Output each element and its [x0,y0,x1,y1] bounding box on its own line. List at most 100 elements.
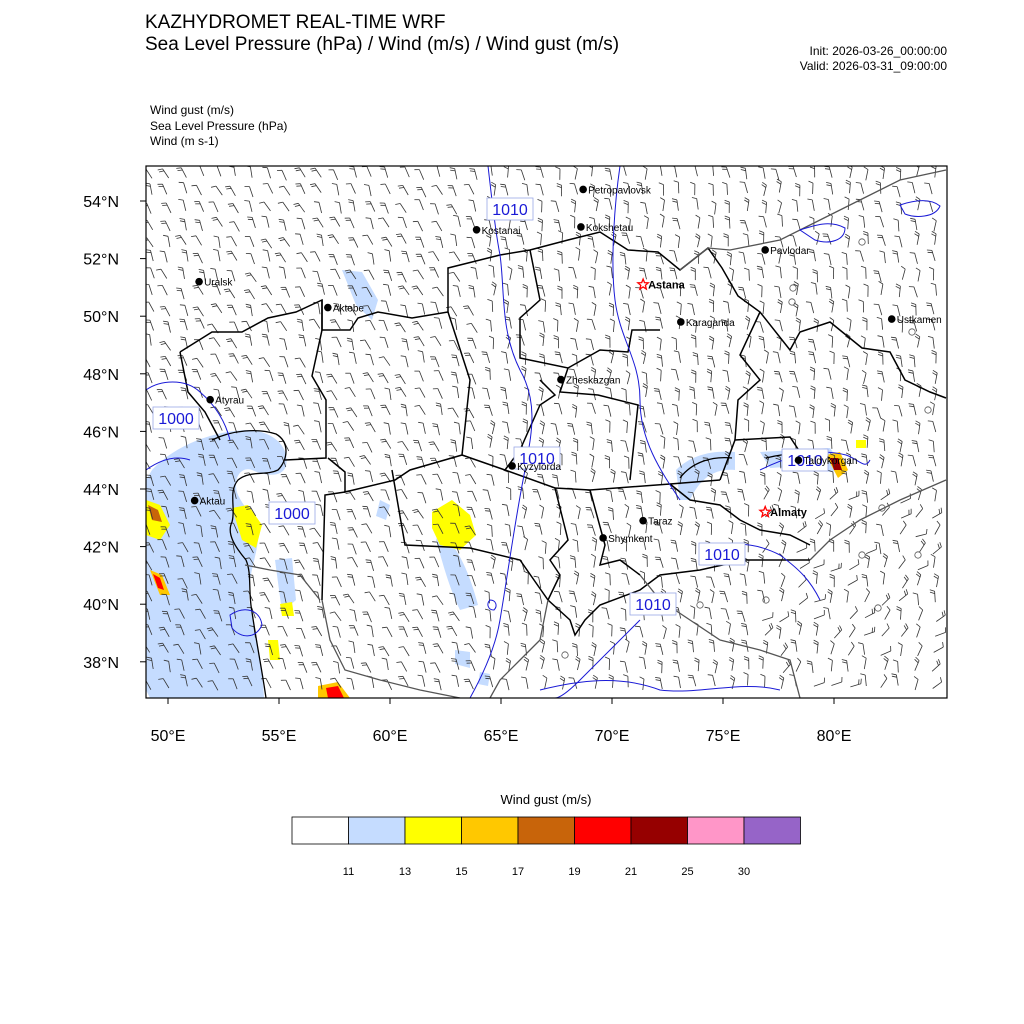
gust-shading-11-13 [146,270,845,698]
gust-colorbar: Wind gust (m/s) 11 13 15 17 19 21 25 30 [291,792,801,878]
field-wind: Wind (m s-1) [150,134,219,148]
field-list: Wind gust (m/s) Sea Level Pressure (hPa)… [150,103,287,150]
lat-label: 44°N [83,482,119,499]
colorbar-swatch [517,816,575,845]
city-label: Almaty [770,507,808,519]
title-line-2: Sea Level Pressure (hPa) / Wind (m/s) / … [145,34,620,55]
field-slp: Sea Level Pressure (hPa) [150,118,288,133]
city-label: Astana [648,280,686,292]
valid-time: Valid: 2026-03-31_09:00:00 [799,59,947,73]
city-label: Kokshetau [586,223,633,234]
city-dot-icon [887,315,896,323]
colorbar-swatch [291,816,349,845]
isobar-label: 1010 [519,451,555,468]
lat-label: 52°N [83,252,119,269]
colorbar-tick-label: 17 [512,866,524,878]
isobar-label: 1000 [158,411,194,428]
city-label: Uralsk [204,278,233,289]
colorbar-swatch [404,816,462,845]
lon-label: 55°E [262,728,297,745]
city-dot-icon [324,303,332,312]
lat-label: 54°N [83,194,119,211]
city-dot-icon [639,516,647,525]
city-label: Aktau [200,497,226,508]
init-time: Init: 2026-03-26_00:00:00 [809,44,947,58]
lon-label: 60°E [373,728,408,745]
colorbar-tick-label: 21 [625,866,637,878]
lat-label: 38°N [83,655,119,672]
city-dot-icon [508,462,516,470]
city-dot-icon [579,185,587,194]
city-label: Taraz [648,517,672,528]
colorbar-swatch [348,816,406,845]
isobar-label-box [781,448,829,472]
city-dot-icon [577,223,585,231]
city-label: Kyzylorda [517,462,561,473]
city-dot-icon [195,277,203,286]
map-frame [145,165,948,699]
longitude-axis: 50°E 55°E 60°E 65°E 70°E 75°E 80°E [151,698,852,745]
city-markers: Petropavlovsk Kokshetau Kostanai Pavlodar Ur… [190,185,942,545]
lon-label: 50°E [151,728,186,745]
latitude-axis: 54°N 52°N 50°N 48°N 46°N 44°N 42°N 40°N 38°N [83,194,146,672]
isobar-label-box [698,542,746,566]
colorbar-tick-label: 19 [568,866,580,878]
lat-label: 42°N [83,540,119,557]
city-dot-icon [557,375,565,384]
isobar-label-box [629,592,677,616]
isobar-label-box [268,501,316,525]
city-dot-icon [599,534,607,542]
field-wind-gust: Wind gust (m/s) [150,103,235,117]
city-dot-icon [677,318,685,326]
colorbar-swatch [461,816,519,845]
city-dot-icon [190,496,199,505]
lat-label: 40°N [83,597,119,614]
isobar-label: 1010 [704,547,740,564]
lon-label: 75°E [706,728,741,745]
capital-star-icon [758,504,773,518]
colorbar-tick-label: 11 [343,866,354,878]
lat-label: 50°N [83,309,119,326]
city-label: Atyrau [215,396,244,407]
city-label: Pavlodar [770,246,810,257]
colorbar-tick-label: 25 [681,866,693,878]
city-label: Karaganda [686,318,735,329]
isobar-label-box [513,446,561,470]
city-dot-icon [761,246,769,254]
colorbar-swatch [630,816,688,845]
isobar-label: 1010 [492,202,528,219]
isobar-label: 1000 [274,506,310,523]
colorbar-tick-label: 30 [738,866,750,878]
city-label: Petropavlovsk [588,185,652,196]
city-label: Zheskazgan [566,376,620,387]
isobar-label-box [152,406,200,430]
time-info: Init: 2026-03-26_00:00:00 Valid: 2026-03… [800,44,947,74]
colorbar-title: Wind gust (m/s) [500,792,591,807]
colorbar-tick-label: 15 [455,866,467,878]
gust-shading-strong [146,440,866,698]
city-dot-icon [794,456,803,465]
map-title: KAZHYDROMET REAL-TIME WRF Sea Level Pres… [145,12,619,56]
admin-borders [179,231,947,637]
lon-label: 65°E [484,728,519,745]
lat-label: 48°N [83,367,119,384]
city-dot-icon [472,226,481,234]
colorbar-swatch [687,816,745,845]
city-dot-icon [206,395,214,404]
colorbar-tick-label: 13 [399,866,411,878]
colorbar-swatch [574,816,632,845]
title-line-1: KAZHYDROMET REAL-TIME WRF [145,12,446,33]
city-label: Kostanai [482,226,521,237]
city-label: Shymkent [608,534,653,545]
colorbar-swatch [743,816,801,845]
lat-label: 46°N [83,424,119,441]
city-label: Ustkamen [897,315,942,326]
capital-star-icon [636,277,650,291]
lon-label: 80°E [817,728,852,745]
city-label: Aktobe [333,304,365,315]
lon-label: 70°E [595,728,630,745]
city-label: Taldykorgan [803,456,857,467]
